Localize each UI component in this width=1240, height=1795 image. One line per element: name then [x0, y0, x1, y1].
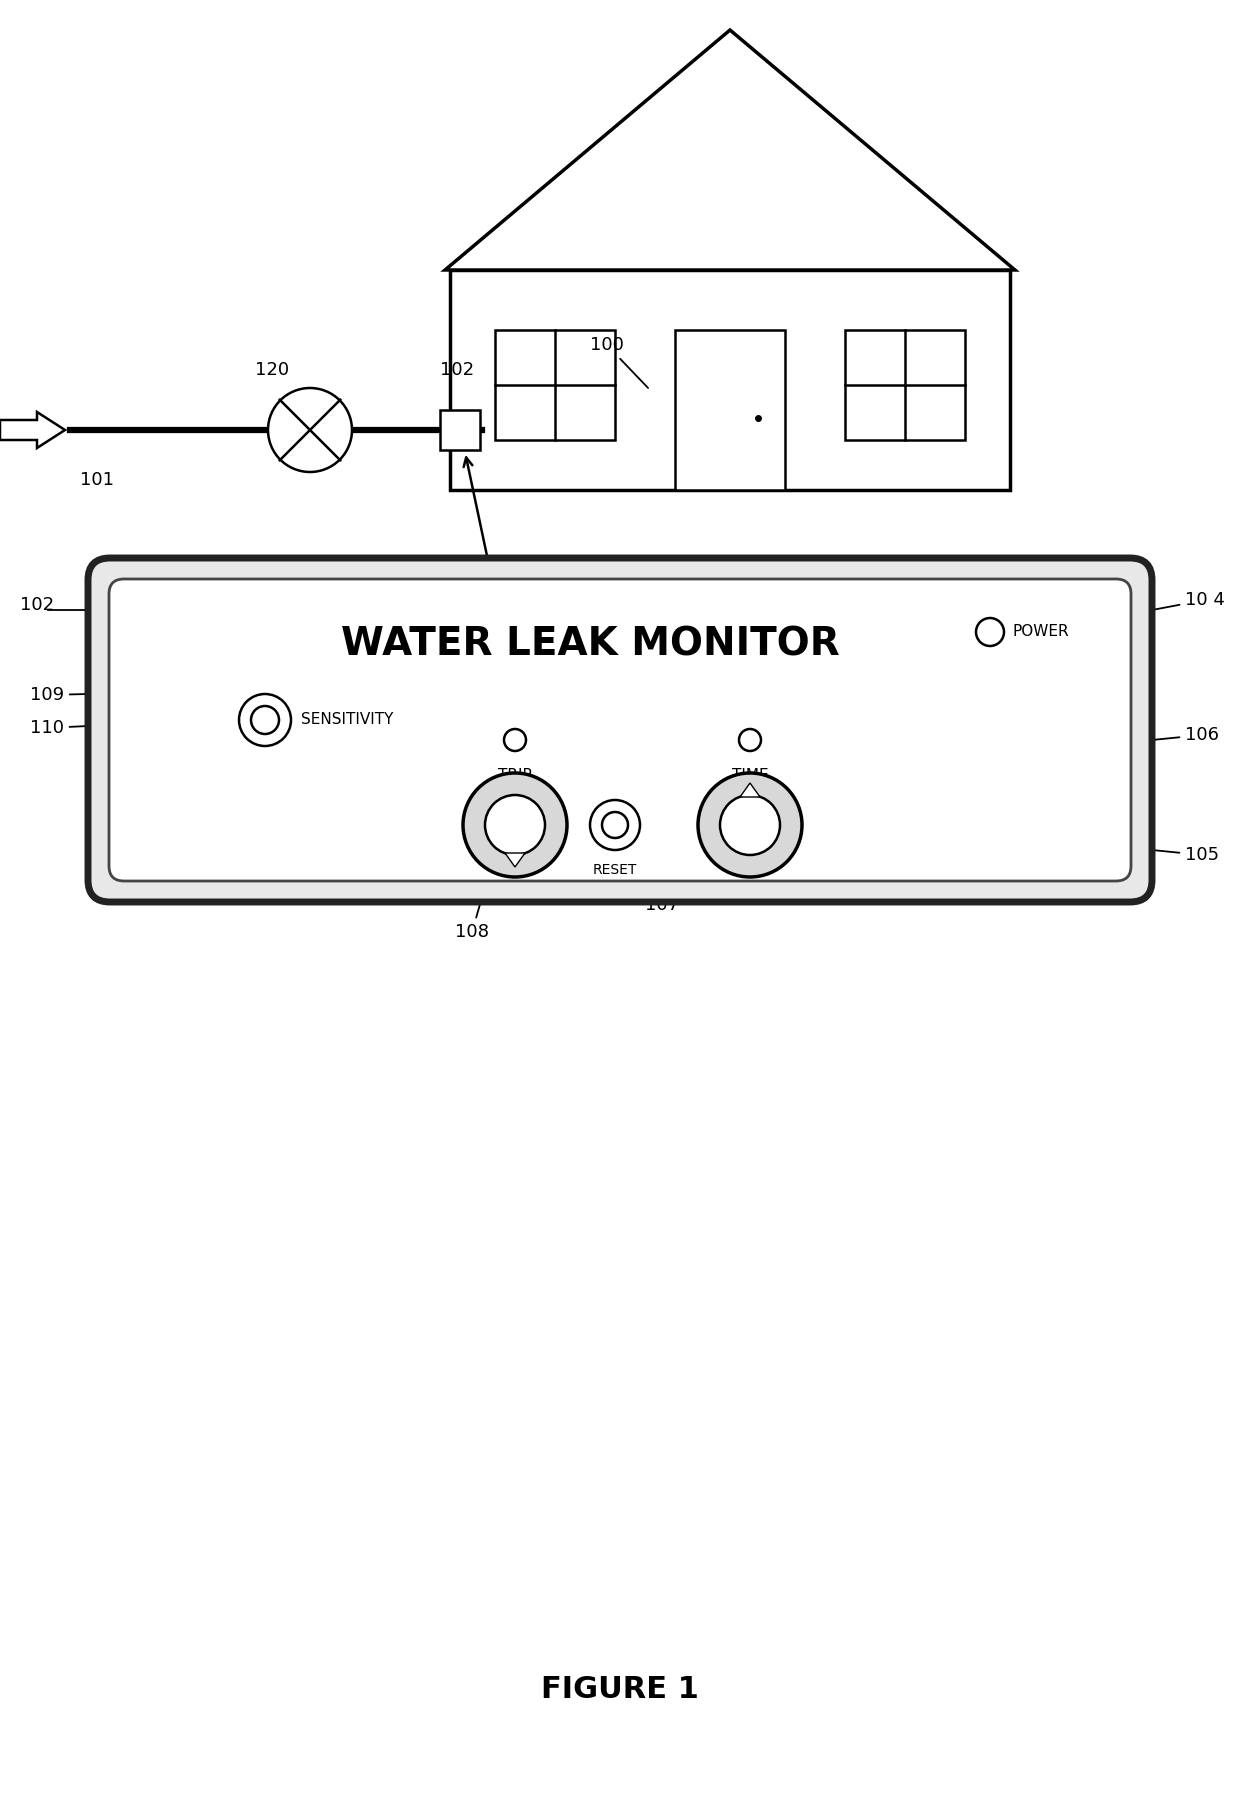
Text: 107: 107 — [627, 865, 680, 914]
FancyArrow shape — [0, 413, 64, 449]
Circle shape — [601, 811, 627, 838]
Circle shape — [590, 801, 640, 851]
Text: POWER: POWER — [1012, 625, 1069, 639]
Circle shape — [503, 729, 526, 750]
Circle shape — [485, 795, 546, 854]
Text: 10 4: 10 4 — [1154, 591, 1225, 610]
Polygon shape — [445, 31, 1016, 269]
Text: 110: 110 — [30, 720, 207, 738]
Text: 102: 102 — [440, 361, 474, 379]
Bar — [440, 409, 480, 451]
Text: 120: 120 — [255, 361, 289, 379]
Text: 100: 100 — [590, 336, 649, 388]
Circle shape — [698, 774, 802, 878]
Bar — [450, 269, 1011, 490]
Text: FIGURE 1: FIGURE 1 — [541, 1675, 699, 1705]
Text: 102: 102 — [20, 596, 55, 614]
Circle shape — [720, 795, 780, 854]
Text: SENSITIVITY: SENSITIVITY — [301, 713, 393, 727]
Text: 106: 106 — [1154, 725, 1219, 743]
Circle shape — [250, 705, 279, 734]
Text: 108: 108 — [455, 890, 489, 941]
Circle shape — [239, 695, 291, 747]
Circle shape — [463, 774, 567, 878]
Text: 109: 109 — [30, 686, 247, 704]
Circle shape — [268, 388, 352, 472]
Text: TRIP: TRIP — [498, 768, 532, 783]
Text: WATER LEAK MONITOR: WATER LEAK MONITOR — [341, 626, 839, 664]
Bar — [675, 330, 785, 490]
FancyBboxPatch shape — [109, 580, 1131, 881]
Text: RESET: RESET — [593, 863, 637, 878]
Text: TIME: TIME — [732, 768, 769, 783]
Bar — [495, 330, 615, 440]
Polygon shape — [505, 853, 525, 867]
Bar — [844, 330, 965, 440]
Circle shape — [739, 729, 761, 750]
Text: 105: 105 — [1154, 845, 1219, 863]
Text: 101: 101 — [81, 470, 114, 488]
Polygon shape — [740, 783, 760, 797]
Circle shape — [976, 617, 1004, 646]
FancyBboxPatch shape — [88, 558, 1152, 903]
